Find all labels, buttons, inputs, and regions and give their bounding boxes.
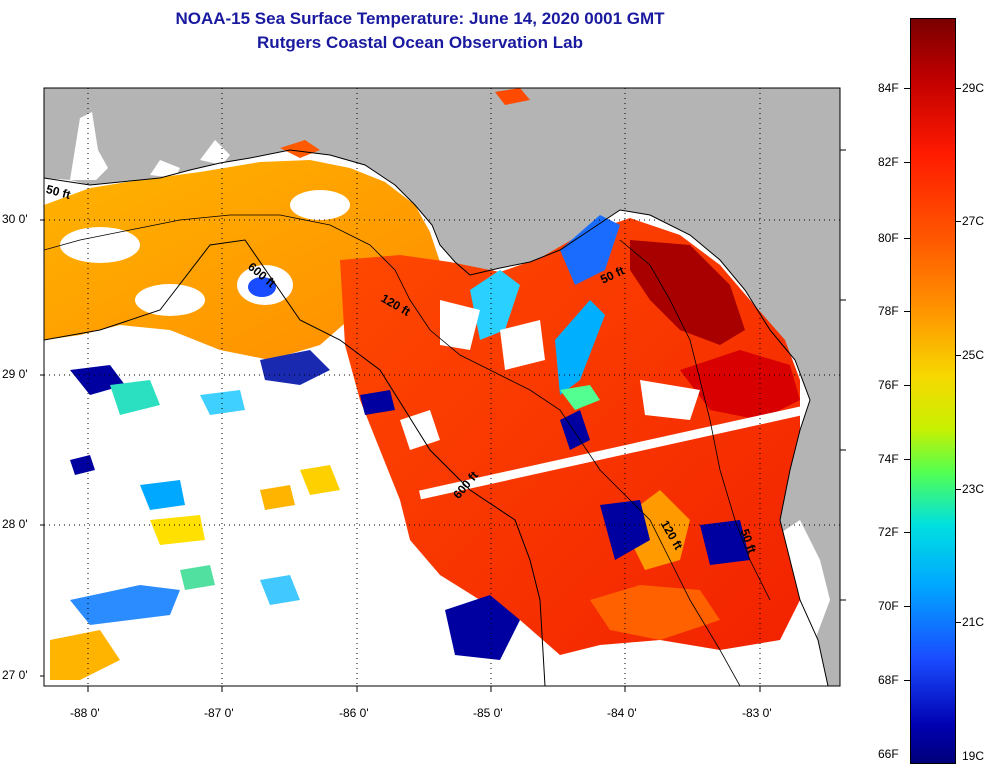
cbar-label-70f: 70F [878, 599, 899, 613]
cbar-label-82f: 82F [878, 155, 899, 169]
lon-label-86: -86 0' [339, 706, 369, 720]
land-area [44, 88, 840, 686]
lon-label-88: -88 0' [70, 706, 100, 720]
cbar-label-78f: 78F [878, 304, 899, 318]
lat-label-30: 30 0' [2, 212, 28, 226]
cbar-label-29c: 29C [962, 81, 985, 95]
cbar-label-68f: 68F [878, 673, 899, 687]
cbar-label-21c: 21C [962, 615, 985, 629]
map-subtitle: Rutgers Coastal Ocean Observation Lab [257, 33, 583, 52]
cbar-label-72f: 72F [878, 525, 899, 539]
cbar-label-74f: 74F [878, 452, 899, 466]
lat-label-28: 28 0' [2, 517, 28, 531]
lat-label-27: 27 0' [2, 668, 28, 682]
cbar-label-84f: 84F [878, 81, 899, 95]
temperature-colorbar [910, 18, 956, 764]
cbar-label-25c: 25C [962, 348, 985, 362]
lon-label-87: -87 0' [204, 706, 234, 720]
cbar-label-66f: 66F [878, 747, 899, 761]
lon-label-83: -83 0' [742, 706, 772, 720]
lon-label-84: -84 0' [607, 706, 637, 720]
cbar-label-23c: 23C [962, 482, 985, 496]
lat-label-29: 29 0' [2, 367, 28, 381]
lon-label-85: -85 0' [473, 706, 503, 720]
cbar-label-27c: 27C [962, 214, 985, 228]
map-title: NOAA-15 Sea Surface Temperature: June 14… [175, 9, 665, 28]
cbar-label-80f: 80F [878, 231, 899, 245]
cbar-label-76f: 76F [878, 378, 899, 392]
cbar-label-19c: 19C [962, 749, 985, 763]
